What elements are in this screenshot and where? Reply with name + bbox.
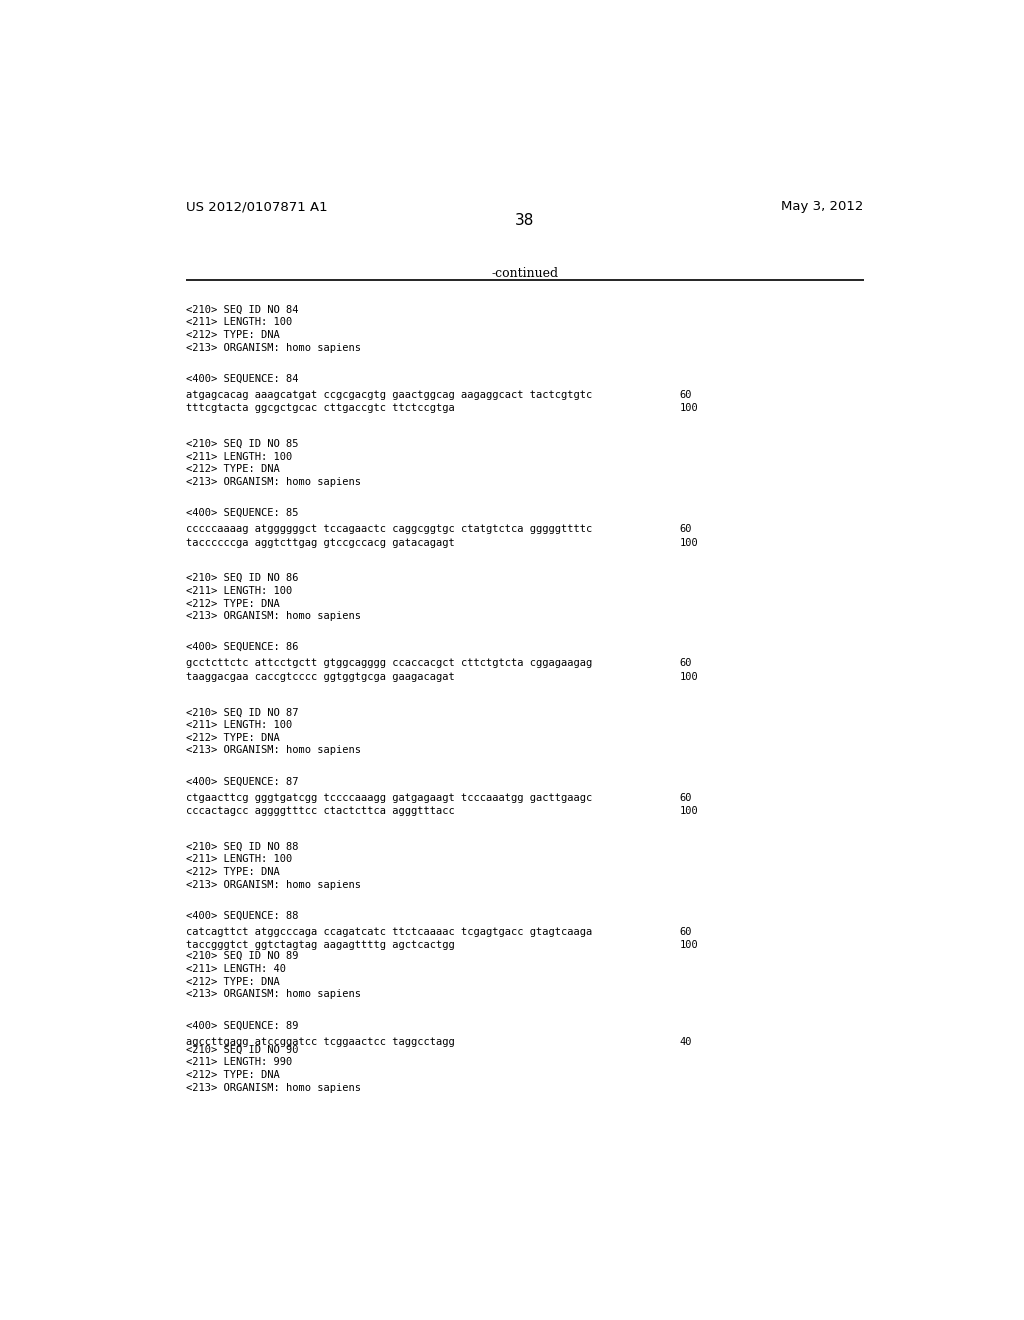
Text: <210> SEQ ID NO 88: <210> SEQ ID NO 88 <box>186 841 298 851</box>
Text: <212> TYPE: DNA: <212> TYPE: DNA <box>186 733 280 743</box>
Text: <211> LENGTH: 100: <211> LENGTH: 100 <box>186 318 292 327</box>
Text: <213> ORGANISM: homo sapiens: <213> ORGANISM: homo sapiens <box>186 746 360 755</box>
Text: atgagcacag aaagcatgat ccgcgacgtg gaactggcag aagaggcact tactcgtgtc: atgagcacag aaagcatgat ccgcgacgtg gaactgg… <box>186 391 592 400</box>
Text: May 3, 2012: May 3, 2012 <box>781 201 863 213</box>
Text: <211> LENGTH: 100: <211> LENGTH: 100 <box>186 451 292 462</box>
Text: agccttgagg atccggatcc tcggaactcc taggcctagg: agccttgagg atccggatcc tcggaactcc taggcct… <box>186 1036 455 1047</box>
Text: <213> ORGANISM: homo sapiens: <213> ORGANISM: homo sapiens <box>186 879 360 890</box>
Text: <213> ORGANISM: homo sapiens: <213> ORGANISM: homo sapiens <box>186 343 360 352</box>
Text: <213> ORGANISM: homo sapiens: <213> ORGANISM: homo sapiens <box>186 477 360 487</box>
Text: <211> LENGTH: 100: <211> LENGTH: 100 <box>186 719 292 730</box>
Text: gcctcttctc attcctgctt gtggcagggg ccaccacgct cttctgtcta cggagaagag: gcctcttctc attcctgctt gtggcagggg ccaccac… <box>186 659 592 668</box>
Text: 60: 60 <box>680 391 692 400</box>
Text: taccccccga aggtcttgag gtccgccacg gatacagagt: taccccccga aggtcttgag gtccgccacg gatacag… <box>186 537 455 548</box>
Text: <400> SEQUENCE: 84: <400> SEQUENCE: 84 <box>186 374 298 384</box>
Text: 60: 60 <box>680 927 692 937</box>
Text: US 2012/0107871 A1: US 2012/0107871 A1 <box>186 201 328 213</box>
Text: <212> TYPE: DNA: <212> TYPE: DNA <box>186 598 280 609</box>
Text: 40: 40 <box>680 1036 692 1047</box>
Text: <211> LENGTH: 40: <211> LENGTH: 40 <box>186 964 286 974</box>
Text: 60: 60 <box>680 792 692 803</box>
Text: <211> LENGTH: 990: <211> LENGTH: 990 <box>186 1057 292 1068</box>
Text: taccgggtct ggtctagtag aagagttttg agctcactgg: taccgggtct ggtctagtag aagagttttg agctcac… <box>186 940 455 950</box>
Text: 100: 100 <box>680 537 698 548</box>
Text: <213> ORGANISM: homo sapiens: <213> ORGANISM: homo sapiens <box>186 611 360 622</box>
Text: <210> SEQ ID NO 87: <210> SEQ ID NO 87 <box>186 708 298 717</box>
Text: <400> SEQUENCE: 88: <400> SEQUENCE: 88 <box>186 911 298 920</box>
Text: 100: 100 <box>680 805 698 816</box>
Text: <212> TYPE: DNA: <212> TYPE: DNA <box>186 977 280 986</box>
Text: 60: 60 <box>680 659 692 668</box>
Text: <212> TYPE: DNA: <212> TYPE: DNA <box>186 1071 280 1080</box>
Text: <400> SEQUENCE: 85: <400> SEQUENCE: 85 <box>186 508 298 517</box>
Text: <211> LENGTH: 100: <211> LENGTH: 100 <box>186 586 292 595</box>
Text: taaggacgaa caccgtcccc ggtggtgcga gaagacagat: taaggacgaa caccgtcccc ggtggtgcga gaagaca… <box>186 672 455 681</box>
Text: <213> ORGANISM: homo sapiens: <213> ORGANISM: homo sapiens <box>186 1082 360 1093</box>
Text: <400> SEQUENCE: 89: <400> SEQUENCE: 89 <box>186 1020 298 1031</box>
Text: tttcgtacta ggcgctgcac cttgaccgtc ttctccgtga: tttcgtacta ggcgctgcac cttgaccgtc ttctccg… <box>186 404 455 413</box>
Text: <210> SEQ ID NO 90: <210> SEQ ID NO 90 <box>186 1044 298 1055</box>
Text: catcagttct atggcccaga ccagatcatc ttctcaaaac tcgagtgacc gtagtcaaga: catcagttct atggcccaga ccagatcatc ttctcaa… <box>186 927 592 937</box>
Text: cccccaaaag atggggggct tccagaactc caggcggtgc ctatgtctca gggggttttc: cccccaaaag atggggggct tccagaactc caggcgg… <box>186 524 592 535</box>
Text: 38: 38 <box>515 214 535 228</box>
Text: <210> SEQ ID NO 89: <210> SEQ ID NO 89 <box>186 952 298 961</box>
Text: <400> SEQUENCE: 86: <400> SEQUENCE: 86 <box>186 643 298 652</box>
Text: cccactagcc aggggtttcc ctactcttca agggtttacc: cccactagcc aggggtttcc ctactcttca agggttt… <box>186 805 455 816</box>
Text: <211> LENGTH: 100: <211> LENGTH: 100 <box>186 854 292 865</box>
Text: -continued: -continued <box>492 267 558 280</box>
Text: 60: 60 <box>680 524 692 535</box>
Text: ctgaacttcg gggtgatcgg tccccaaagg gatgagaagt tcccaaatgg gacttgaagc: ctgaacttcg gggtgatcgg tccccaaagg gatgaga… <box>186 792 592 803</box>
Text: <213> ORGANISM: homo sapiens: <213> ORGANISM: homo sapiens <box>186 989 360 999</box>
Text: 100: 100 <box>680 672 698 681</box>
Text: <212> TYPE: DNA: <212> TYPE: DNA <box>186 867 280 876</box>
Text: 100: 100 <box>680 940 698 950</box>
Text: 100: 100 <box>680 404 698 413</box>
Text: <210> SEQ ID NO 84: <210> SEQ ID NO 84 <box>186 305 298 314</box>
Text: <212> TYPE: DNA: <212> TYPE: DNA <box>186 330 280 341</box>
Text: <210> SEQ ID NO 85: <210> SEQ ID NO 85 <box>186 440 298 449</box>
Text: <400> SEQUENCE: 87: <400> SEQUENCE: 87 <box>186 776 298 787</box>
Text: <210> SEQ ID NO 86: <210> SEQ ID NO 86 <box>186 573 298 583</box>
Text: <212> TYPE: DNA: <212> TYPE: DNA <box>186 465 280 474</box>
